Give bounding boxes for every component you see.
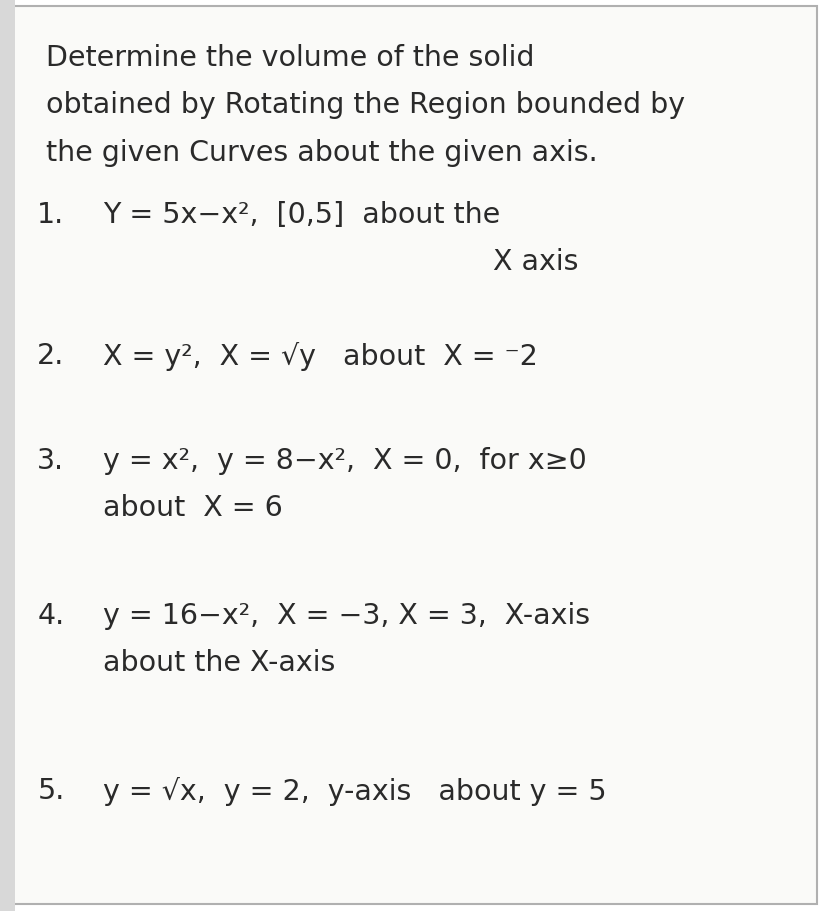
Text: y = 16−x²,  X = −3, X = 3,  X-axis: y = 16−x², X = −3, X = 3, X-axis bbox=[103, 601, 590, 630]
Text: 1.: 1. bbox=[37, 200, 65, 229]
FancyBboxPatch shape bbox=[10, 7, 816, 904]
Text: the given Curves about the given axis.: the given Curves about the given axis. bbox=[45, 138, 596, 167]
Text: Determine the volume of the solid: Determine the volume of the solid bbox=[45, 44, 533, 72]
Text: X axis: X axis bbox=[492, 248, 577, 276]
Text: about the X-axis: about the X-axis bbox=[103, 649, 336, 677]
FancyBboxPatch shape bbox=[0, 0, 15, 911]
Text: obtained by Rotating the Region bounded by: obtained by Rotating the Region bounded … bbox=[45, 91, 684, 119]
Text: 5.: 5. bbox=[37, 776, 65, 804]
Text: Y = 5x−x²,  [0,5]  about the: Y = 5x−x², [0,5] about the bbox=[103, 200, 500, 229]
Text: about  X = 6: about X = 6 bbox=[103, 494, 283, 522]
Text: y = √x,  y = 2,  y-axis   about y = 5: y = √x, y = 2, y-axis about y = 5 bbox=[103, 776, 606, 805]
Text: 3.: 3. bbox=[37, 446, 65, 475]
Text: X = y²,  X = √y   about  X = ⁻2: X = y², X = √y about X = ⁻2 bbox=[103, 342, 538, 371]
Text: 4.: 4. bbox=[37, 601, 65, 630]
Text: y = x²,  y = 8−x²,  X = 0,  for x≥0: y = x², y = 8−x², X = 0, for x≥0 bbox=[103, 446, 586, 475]
Text: 2.: 2. bbox=[37, 342, 65, 370]
